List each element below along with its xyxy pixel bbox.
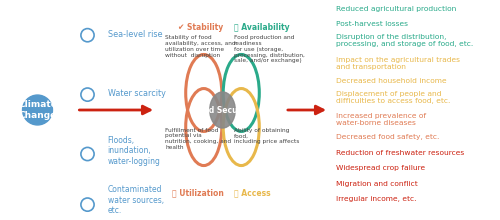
Text: Food production and
readiness
for use (storage,
processing, distribution,
sale, : Food production and readiness for use (s… <box>234 35 305 63</box>
Text: Reduced agricultural production: Reduced agricultural production <box>336 6 456 12</box>
Text: Migration and conflict: Migration and conflict <box>336 181 418 187</box>
Text: Disruption of the distribution,
processing, and storage of food, etc.: Disruption of the distribution, processi… <box>336 34 473 47</box>
Text: Post-harvest losses: Post-harvest losses <box>336 21 408 27</box>
Text: Displacement of people and
difficulties to access food, etc.: Displacement of people and difficulties … <box>336 91 450 104</box>
Text: Reduction of freshwater resources: Reduction of freshwater resources <box>336 150 464 156</box>
Text: Stability of food
availability, access, and
utilization over time
without  disru: Stability of food availability, access, … <box>165 35 236 58</box>
Text: Water scarcity: Water scarcity <box>108 89 166 98</box>
Ellipse shape <box>210 92 236 128</box>
Text: Ability of obtaining
food,
including price affects: Ability of obtaining food, including pri… <box>234 128 300 144</box>
Text: 🌾 Availability: 🌾 Availability <box>234 23 289 32</box>
Text: Floods,
inundation,
water-logging: Floods, inundation, water-logging <box>108 136 160 166</box>
Ellipse shape <box>22 95 52 125</box>
Text: Climate
Change: Climate Change <box>18 100 57 120</box>
Text: Increased prevalence of
water-borne diseases: Increased prevalence of water-borne dise… <box>336 113 426 126</box>
Text: Contaminated
water sources,
etc.: Contaminated water sources, etc. <box>108 185 164 215</box>
Text: Decreased food safety, etc.: Decreased food safety, etc. <box>336 134 440 141</box>
Text: Widespread crop failure: Widespread crop failure <box>336 165 425 171</box>
Text: Sea-level rise: Sea-level rise <box>108 30 162 38</box>
Text: Fulfillment of food
potential via
nutrition, cooking, and
health: Fulfillment of food potential via nutrit… <box>165 128 231 150</box>
Text: Irregular income, etc.: Irregular income, etc. <box>336 196 416 202</box>
Text: 👥 Utilization: 👥 Utilization <box>172 188 225 197</box>
Text: 📂 Access: 📂 Access <box>234 188 270 197</box>
Text: ✔ Stability: ✔ Stability <box>178 23 223 32</box>
Text: Decreased household income: Decreased household income <box>336 78 446 84</box>
Text: Food Security: Food Security <box>192 106 252 114</box>
Text: Impact on the agricultural trades
and transportation: Impact on the agricultural trades and tr… <box>336 57 460 70</box>
